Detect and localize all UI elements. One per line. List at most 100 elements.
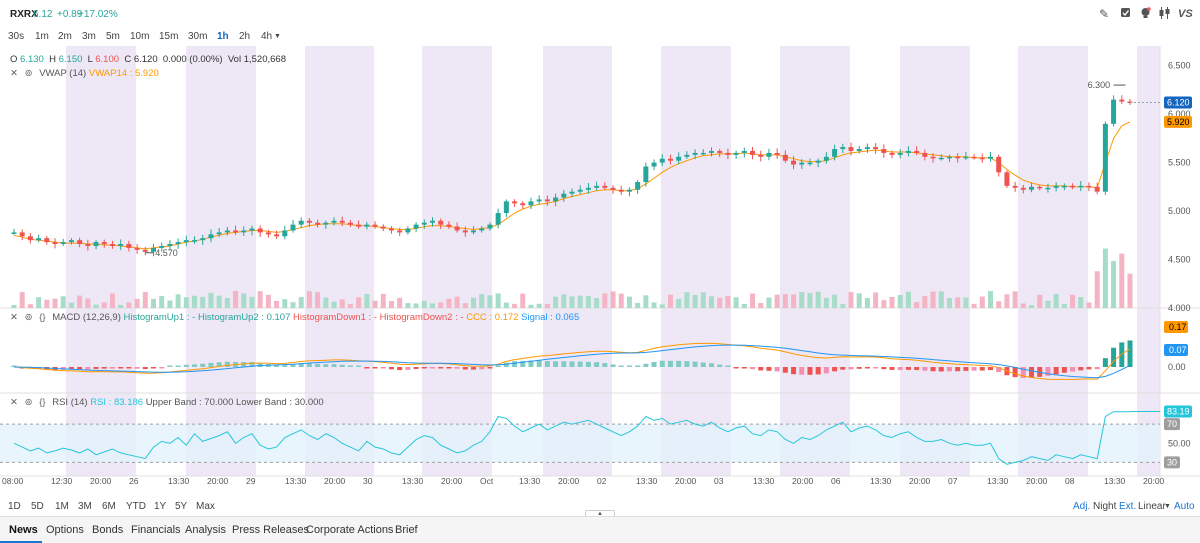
pencil-icon[interactable]: ✎ xyxy=(1099,7,1110,21)
caret-down-icon[interactable]: ▼ xyxy=(274,33,281,40)
range-ytd[interactable]: YTD xyxy=(126,501,146,512)
rsi-legend[interactable]: ✕ ⊚ {} RSI (14) RSI : 83.186 Upper Band … xyxy=(10,397,324,408)
macd-legend[interactable]: ✕ ⊚ {} MACD (12,26,9) HistogramUp1 : - H… xyxy=(10,312,579,323)
settings-icon[interactable]: ⊚ xyxy=(24,68,33,79)
settings-icon[interactable]: ⊚ xyxy=(24,397,33,408)
volume-bar xyxy=(544,303,550,308)
candle-body xyxy=(594,185,600,188)
candle-body xyxy=(914,150,920,153)
tf-4h[interactable]: 4h xyxy=(261,31,273,42)
tf-30m[interactable]: 30m xyxy=(188,31,208,42)
volume-bar xyxy=(151,298,156,308)
volume-bar xyxy=(101,302,107,308)
candle-body xyxy=(938,157,944,160)
candle-body xyxy=(167,244,173,246)
tf-1h[interactable]: 1h xyxy=(217,31,229,42)
macd-histogram-bar xyxy=(1111,347,1117,367)
volume-bar xyxy=(594,298,600,308)
macd-histogram-bar xyxy=(462,367,468,370)
candle-body xyxy=(1061,185,1067,188)
candle-body xyxy=(60,242,66,245)
macd-histup2: HistogramUp2 : 0.107 xyxy=(197,312,291,323)
volume-bar xyxy=(946,297,952,308)
macd-histogram-bar xyxy=(635,365,641,367)
ideas-icon[interactable] xyxy=(1140,7,1151,22)
macd-histogram-bar xyxy=(1020,367,1026,379)
candle-body xyxy=(512,201,518,204)
chart-area[interactable]: 6.500 6.000 5.500 5.000 4.500 4.000 6.300 4.570… xyxy=(0,46,1200,494)
macd-histogram-bar xyxy=(405,367,411,370)
caret-down-icon[interactable]: ▼ xyxy=(1164,503,1171,510)
code-icon[interactable]: {} xyxy=(39,397,46,408)
tf-3m[interactable]: 3m xyxy=(82,31,96,42)
volume-bar xyxy=(298,296,304,308)
candle-body xyxy=(1020,187,1026,190)
tab-press-releases[interactable]: Press Releases xyxy=(232,524,310,536)
volume-bar xyxy=(1086,302,1092,308)
tf-2h[interactable]: 2h xyxy=(239,31,251,42)
tf-2m[interactable]: 2m xyxy=(58,31,72,42)
tf-15m[interactable]: 15m xyxy=(159,31,179,42)
volume-bar xyxy=(553,296,559,308)
macd-histogram-bar xyxy=(848,367,854,370)
volume-bar xyxy=(602,293,608,308)
macd-histogram-bar xyxy=(585,361,591,367)
range-1y[interactable]: 1Y xyxy=(154,501,167,512)
volume-bar xyxy=(487,295,493,308)
adj-toggle[interactable]: Adj. xyxy=(1073,501,1091,512)
close-icon[interactable]: ✕ xyxy=(10,397,18,408)
volume-bar xyxy=(832,294,838,308)
vwap-legend[interactable]: ✕ ⊚ VWAP (14) VWAP14 : 5.920 xyxy=(10,68,159,79)
tf-30s[interactable]: 30s xyxy=(8,31,25,42)
volume-bar xyxy=(118,304,124,308)
ticker-symbol[interactable]: RXRX xyxy=(10,9,38,20)
macd-histogram-bar xyxy=(594,362,600,367)
candle-body xyxy=(446,224,452,227)
vs-icon[interactable]: VS xyxy=(1178,8,1193,20)
macd-histogram-bar xyxy=(536,360,542,367)
tf-5m[interactable]: 5m xyxy=(106,31,120,42)
close-icon[interactable]: ✕ xyxy=(10,68,18,79)
volume-bar xyxy=(676,298,682,308)
range-max[interactable]: Max xyxy=(196,501,215,512)
macd-histogram-bar xyxy=(323,364,329,367)
active-tab-indicator xyxy=(0,541,42,543)
tab-analysis[interactable]: Analysis xyxy=(185,524,226,536)
tab-financials[interactable]: Financials xyxy=(131,524,181,536)
macd-histogram-bar xyxy=(610,364,616,367)
close-icon[interactable]: ✕ xyxy=(10,312,18,323)
scale-select[interactable]: Linear xyxy=(1138,501,1166,512)
volume-bar xyxy=(44,299,50,308)
tf-10m[interactable]: 10m xyxy=(130,31,150,42)
settings-icon[interactable]: ⊚ xyxy=(24,312,33,323)
range-1d[interactable]: 1D xyxy=(8,501,21,512)
candle-body xyxy=(725,152,731,155)
macd-histogram-bar xyxy=(988,367,993,371)
volume-bar xyxy=(717,297,723,308)
range-1m[interactable]: 1M xyxy=(55,501,69,512)
range-6m[interactable]: 6M xyxy=(102,501,116,512)
high-value: 6.150 xyxy=(58,54,83,65)
range-5y[interactable]: 5Y xyxy=(175,501,188,512)
tab-options[interactable]: Options xyxy=(46,524,84,536)
macd-histogram-bar xyxy=(249,362,255,367)
ext-toggle[interactable]: Ext. xyxy=(1119,501,1137,512)
candles-icon[interactable] xyxy=(1158,7,1171,22)
night-toggle[interactable]: Night xyxy=(1093,501,1117,512)
chart-canvas[interactable]: 6.500 6.000 5.500 5.000 4.500 4.000 6.300 4.570… xyxy=(0,46,1200,494)
tf-1m[interactable]: 1m xyxy=(35,31,49,42)
close-value: 6.120 xyxy=(133,54,158,65)
tab-brief[interactable]: Brief xyxy=(395,524,418,536)
high-label: H xyxy=(49,54,56,65)
checkbox-icon[interactable] xyxy=(1120,7,1131,21)
auto-toggle[interactable]: Auto xyxy=(1174,501,1195,512)
candle-body xyxy=(36,238,42,241)
macd-histogram-bar xyxy=(692,361,698,367)
volume-bar xyxy=(60,296,66,308)
tab-corporate-actions[interactable]: Corporate Actions xyxy=(306,524,394,536)
range-3m[interactable]: 3M xyxy=(78,501,92,512)
tab-bonds[interactable]: Bonds xyxy=(92,524,124,536)
code-icon[interactable]: {} xyxy=(39,312,46,323)
range-5d[interactable]: 5D xyxy=(31,501,44,512)
tab-news[interactable]: News xyxy=(9,524,38,536)
